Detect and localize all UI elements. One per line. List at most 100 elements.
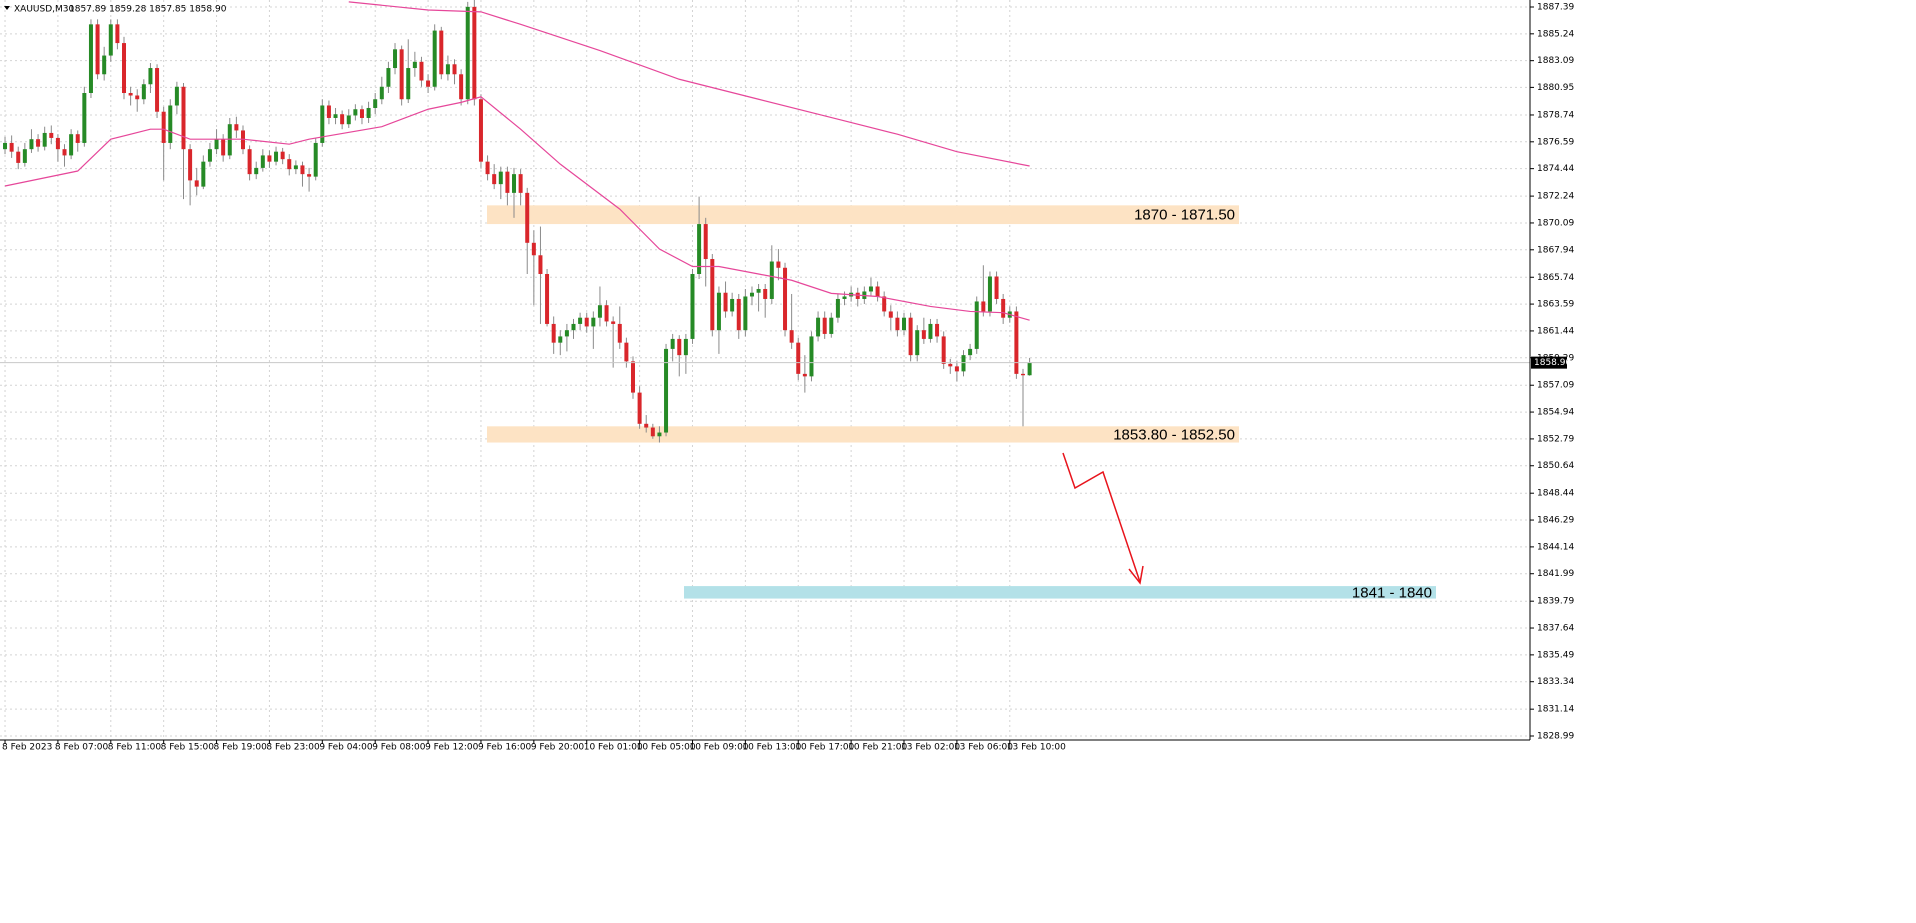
zone <box>684 586 1436 599</box>
candle-body <box>29 139 34 150</box>
candle-body <box>902 317 907 331</box>
candle-body <box>756 288 761 293</box>
menu-triangle[interactable] <box>4 6 10 10</box>
current-price-box <box>1531 356 1567 369</box>
candle-body <box>274 151 279 162</box>
candle-body <box>617 323 622 343</box>
candle-body <box>313 142 318 177</box>
candle-body <box>307 174 312 177</box>
candle-body <box>994 276 999 299</box>
candle-body <box>16 151 21 163</box>
candle-body <box>769 261 774 299</box>
candle-body <box>736 298 741 331</box>
candle-body <box>326 105 331 118</box>
candle-body <box>512 174 517 193</box>
candle-body <box>796 342 801 374</box>
candle-body <box>214 139 219 150</box>
candle-body <box>155 68 160 112</box>
candle-body <box>135 95 140 100</box>
x-tick-label: 13 Feb 02:00 <box>901 743 960 753</box>
candle-body <box>968 348 973 356</box>
candle-body <box>393 49 398 69</box>
axes: 1887.39 1885.24 1883.09 1880.95 1878.74 1876.… <box>2 2 1574 752</box>
x-tick-label: 10 Feb 13:00 <box>742 743 801 753</box>
candle-body <box>624 342 629 362</box>
candle-body <box>763 288 768 299</box>
y-tick-label: 1885.24 <box>1537 29 1574 39</box>
candle-body <box>49 132 54 138</box>
y-tick-label: 1854.94 <box>1537 408 1574 418</box>
candle-body <box>465 6 470 100</box>
y-tick-label: 1835.49 <box>1537 650 1574 660</box>
y-tick-label: 1872.24 <box>1537 192 1574 202</box>
candle-body <box>472 6 477 100</box>
candle-body <box>227 124 232 156</box>
y-tick-label: 1874.44 <box>1537 164 1574 174</box>
candle-body <box>637 392 642 424</box>
candle-body <box>868 286 873 292</box>
candle-body <box>240 130 245 150</box>
current-price-label: 1858.90 <box>1534 358 1571 368</box>
candle-body <box>293 165 298 170</box>
candle-body <box>9 142 14 152</box>
candle-body <box>333 114 338 118</box>
candle-body <box>452 64 457 75</box>
x-tick-label: 10 Feb 21:00 <box>848 743 907 753</box>
y-tick-label: 1867.94 <box>1537 245 1574 255</box>
candle-body <box>987 276 992 312</box>
y-tick-label: 1865.74 <box>1537 273 1574 283</box>
candle-body <box>287 159 292 170</box>
moving-averages <box>0 1 1530 364</box>
candle-body <box>584 317 589 327</box>
x-tick-label: 8 Feb 23:00 <box>266 743 320 753</box>
candle-body <box>174 86 179 106</box>
candle-body <box>710 259 715 331</box>
candle-body <box>260 155 265 168</box>
zone-label: 1870 - 1871.50 <box>1134 207 1235 224</box>
candle-body <box>1001 298 1006 318</box>
candle-body <box>95 24 100 75</box>
candle-body <box>353 109 358 116</box>
x-tick-label: 9 Feb 04:00 <box>319 743 373 753</box>
candle-body <box>604 305 609 322</box>
candle-body <box>419 61 424 81</box>
candle-body <box>498 171 503 185</box>
candle-body <box>412 61 417 69</box>
y-tick-label: 1833.34 <box>1537 677 1574 687</box>
x-tick-label: 10 Feb 17:00 <box>795 743 854 753</box>
y-tick-label: 1831.14 <box>1537 705 1574 715</box>
candle-body <box>300 165 305 175</box>
candle-body <box>723 292 728 312</box>
y-tick-label: 1876.59 <box>1537 137 1574 147</box>
y-tick-label: 1880.95 <box>1537 83 1574 93</box>
candle-body <box>531 242 536 256</box>
candle-body <box>551 323 556 343</box>
candle-body <box>697 224 702 275</box>
candle-body <box>1027 362 1032 376</box>
candle-body <box>855 292 860 299</box>
candle-body <box>677 338 682 356</box>
candle-body <box>88 24 93 93</box>
candle-body <box>743 296 748 331</box>
candle-body <box>835 298 840 318</box>
candle-body <box>234 124 239 131</box>
y-tick-label: 1883.09 <box>1537 56 1574 66</box>
candle-body <box>716 292 721 331</box>
candle-body <box>961 355 966 372</box>
x-tick-label: 9 Feb 12:00 <box>425 743 479 753</box>
candle-body <box>941 336 946 364</box>
y-tick-label: 1841.99 <box>1537 569 1574 579</box>
candle-body <box>386 68 391 87</box>
candle-body <box>161 111 166 143</box>
candle-body <box>320 105 325 143</box>
y-tick-label: 1857.09 <box>1537 381 1574 391</box>
candle-body <box>683 338 688 356</box>
y-tick-label: 1828.99 <box>1537 732 1574 742</box>
candle-body <box>22 149 27 163</box>
candle-body <box>954 366 959 372</box>
y-tick-label: 1878.74 <box>1537 110 1574 120</box>
candle-body <box>478 99 483 162</box>
zone <box>487 426 1239 443</box>
